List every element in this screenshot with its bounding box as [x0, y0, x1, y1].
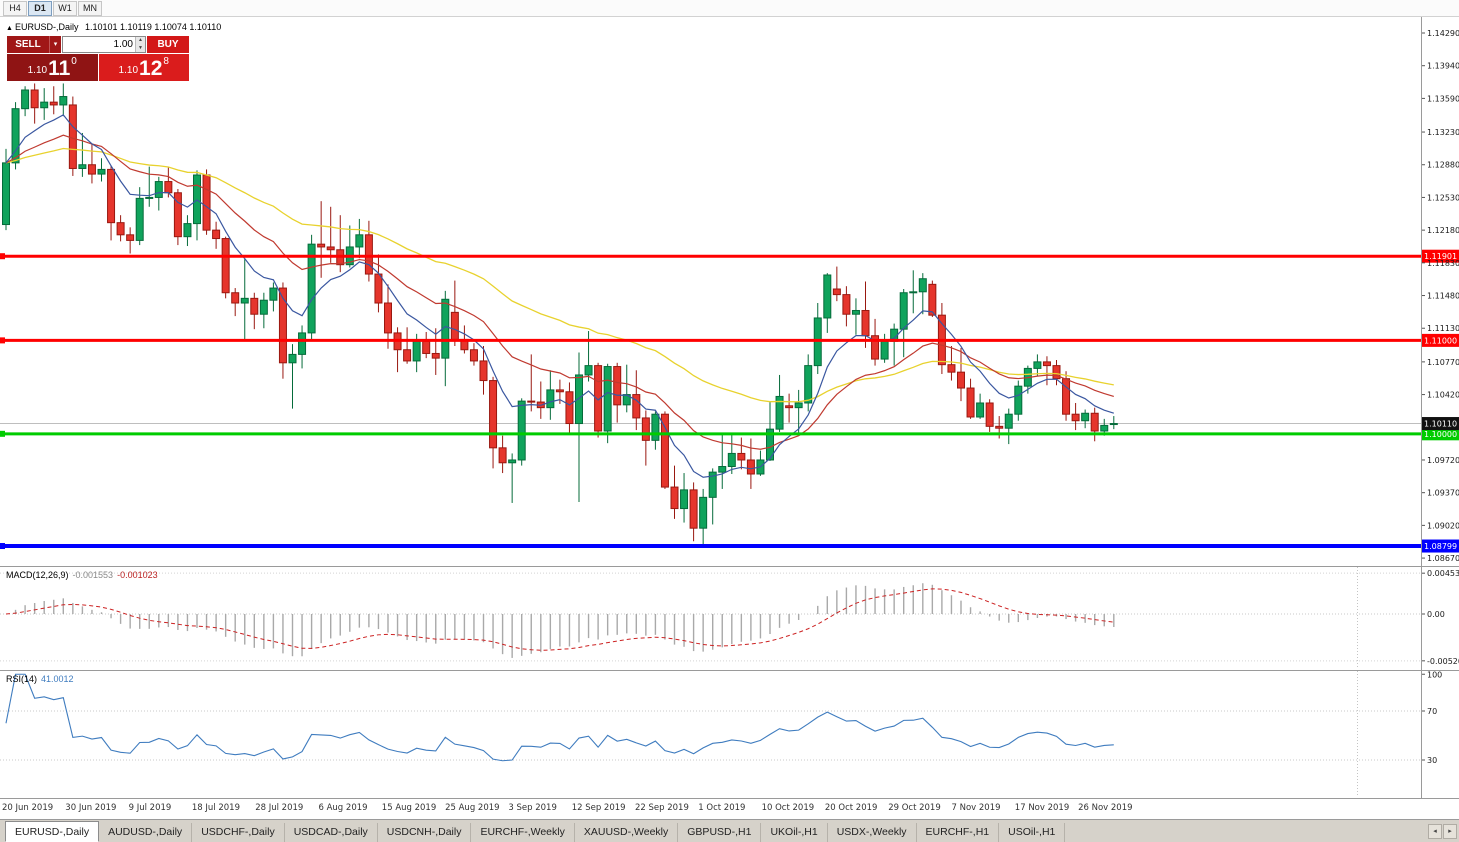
date-axis-label: 9 Jul 2019 [128, 803, 172, 813]
svg-text:1.11130: 1.11130 [1427, 324, 1459, 333]
sell-price-pips: 11 [48, 57, 71, 80]
macd-title: MACD(12,26,9) [6, 570, 69, 580]
svg-text:1.09720: 1.09720 [1427, 456, 1459, 465]
date-axis-label: 28 Jul 2019 [255, 803, 304, 813]
buy-price-prefix: 1.10 [118, 65, 139, 76]
chart-ohlc-values: 1.10101 1.10119 1.10074 1.10110 [84, 22, 222, 32]
date-axis-label: 20 Jun 2019 [2, 803, 54, 813]
date-axis-label: 1 Oct 2019 [698, 803, 746, 813]
svg-text:1.11480: 1.11480 [1427, 292, 1459, 301]
svg-text:100: 100 [1427, 670, 1442, 679]
macd-signal-value: -0.001023 [117, 570, 158, 580]
svg-text:1.12880: 1.12880 [1427, 161, 1459, 170]
chart-tab-usdchf-daily[interactable]: USDCHF-,Daily [192, 823, 285, 842]
order-dropdown-icon[interactable]: ▾ [49, 36, 61, 53]
macd-indicator-label: MACD(12,26,9) -0.001553 -0.001023 [6, 570, 158, 580]
svg-text:-0.005203: -0.005203 [1427, 657, 1459, 666]
date-axis-label: 12 Sep 2019 [571, 803, 626, 813]
timeframe-button-mn[interactable]: MN [78, 0, 102, 16]
svg-text:1.08799: 1.08799 [1424, 542, 1457, 551]
date-axis-label: 20 Oct 2019 [824, 803, 878, 813]
chart-tabs: EURUSD-,Daily AUDUSD-,Daily USDCHF-,Daily U… [0, 820, 1459, 842]
chart-tab-eurchf-weekly[interactable]: EURCHF-,Weekly [471, 823, 575, 842]
date-axis-label: 18 Jul 2019 [191, 803, 240, 813]
chart-tab-eurusd-daily[interactable]: EURUSD-,Daily [5, 821, 100, 842]
tab-scroll-buttons: ◂ ▸ [1428, 824, 1457, 839]
buy-button[interactable]: BUY [147, 36, 189, 53]
chart-symbol-label: EURUSD-,Daily [14, 22, 79, 32]
chart-tab-usdcnh-daily[interactable]: USDCNH-,Daily [378, 823, 472, 842]
svg-text:1.11830: 1.11830 [1427, 259, 1459, 268]
chart-tab-usoil-h1[interactable]: USOil-,H1 [999, 823, 1066, 842]
date-axis-label: 6 Aug 2019 [318, 803, 368, 813]
svg-text:1.13230: 1.13230 [1427, 128, 1459, 137]
svg-text:1.13590: 1.13590 [1427, 94, 1459, 103]
svg-text:70: 70 [1427, 707, 1437, 716]
date-axis-label: 15 Aug 2019 [381, 803, 437, 813]
svg-text:1.10000: 1.10000 [1424, 430, 1457, 439]
date-axis-label: 29 Oct 2019 [888, 803, 941, 813]
svg-text:0.004536: 0.004536 [1427, 569, 1459, 578]
timeframe-button-d1[interactable]: D1 [28, 0, 52, 16]
svg-text:1.14290: 1.14290 [1427, 29, 1459, 38]
rsi-value: 41.0012 [41, 674, 74, 684]
volume-down-icon[interactable]: ▼ [136, 44, 145, 52]
svg-text:1.11000: 1.11000 [1424, 336, 1457, 345]
svg-text:1.08670: 1.08670 [1427, 554, 1459, 563]
date-axis-label: 25 Aug 2019 [445, 803, 500, 813]
buy-price-point: 8 [163, 56, 169, 67]
date-axis-label: 26 Nov 2019 [1078, 803, 1133, 813]
chart-tab-eurchf-h1[interactable]: EURCHF-,H1 [917, 823, 1000, 842]
volume-stepper[interactable]: ▲ ▼ [135, 37, 145, 52]
svg-text:1.11901: 1.11901 [1424, 252, 1457, 261]
chart-tab-bar: EURUSD-,Daily AUDUSD-,Daily USDCHF-,Daily U… [0, 819, 1459, 842]
sell-button[interactable]: SELL [7, 36, 49, 53]
svg-text:1.10770: 1.10770 [1427, 358, 1459, 367]
date-axis-label: 3 Sep 2019 [508, 803, 557, 813]
chart-tab-usdcad-daily[interactable]: USDCAD-,Daily [285, 823, 378, 842]
chart-header: ▲ EURUSD-,Daily 1.10101 1.10119 1.10074 1… [6, 22, 221, 32]
date-axis-label: 22 Sep 2019 [635, 803, 689, 813]
svg-text:1.09370: 1.09370 [1427, 489, 1459, 498]
one-click-trading-panel: SELL ▾ ▲ ▼ BUY 1.10 11 0 1.10 12 8 [7, 36, 189, 81]
date-axis: 20 Jun 2019 30 Jun 2019 9 Jul 2019 18 Jul 2… [0, 799, 1421, 818]
rsi-title: RSI(14) [6, 674, 38, 684]
chart-tab-xauusd-weekly[interactable]: XAUUSD-,Weekly [575, 823, 679, 842]
svg-text:1.10420: 1.10420 [1427, 391, 1459, 400]
svg-text:30: 30 [1427, 756, 1437, 765]
chart-tab-gbpusd-h1[interactable]: GBPUSD-,H1 [678, 823, 762, 842]
svg-text:1.09020: 1.09020 [1427, 521, 1459, 530]
date-axis-label: 10 Oct 2019 [761, 803, 815, 813]
date-axis-label: 17 Nov 2019 [1014, 803, 1070, 813]
chart-tab-ukoil-h1[interactable]: UKOil-,H1 [761, 823, 828, 842]
tab-scroll-left-icon[interactable]: ◂ [1428, 824, 1442, 839]
svg-text:1.13940: 1.13940 [1427, 62, 1459, 71]
volume-field: ▲ ▼ [62, 36, 146, 53]
chart-tab-audusd-daily[interactable]: AUDUSD-,Daily [99, 823, 193, 842]
svg-text:1.12180: 1.12180 [1427, 226, 1459, 235]
rsi-indicator-label: RSI(14) 41.0012 [6, 674, 74, 684]
date-axis-label: 30 Jun 2019 [65, 803, 117, 813]
svg-text:0.00: 0.00 [1427, 610, 1445, 619]
timeframe-button-h4[interactable]: H4 [3, 0, 27, 16]
buy-price-pips: 12 [139, 57, 163, 80]
sell-price-prefix: 1.10 [27, 65, 48, 76]
chart-tab-usdx-weekly[interactable]: USDX-,Weekly [828, 823, 917, 842]
svg-text:1.12530: 1.12530 [1427, 193, 1459, 202]
volume-up-icon[interactable]: ▲ [136, 37, 145, 45]
tab-scroll-right-icon[interactable]: ▸ [1443, 824, 1457, 839]
volume-input[interactable] [63, 37, 135, 52]
timeframe-toolbar: H4 D1 W1 MN [0, 0, 1459, 17]
macd-main-value: -0.001553 [72, 570, 114, 580]
svg-text:1.10110: 1.10110 [1424, 420, 1457, 429]
symbol-marker-icon: ▲ [6, 25, 13, 32]
sell-price-quote[interactable]: 1.10 11 0 [7, 54, 98, 81]
timeframe-button-w1[interactable]: W1 [53, 0, 77, 16]
buy-price-quote[interactable]: 1.10 12 8 [98, 54, 189, 81]
date-axis-label: 7 Nov 2019 [951, 803, 1001, 813]
sell-price-point: 0 [71, 56, 77, 67]
